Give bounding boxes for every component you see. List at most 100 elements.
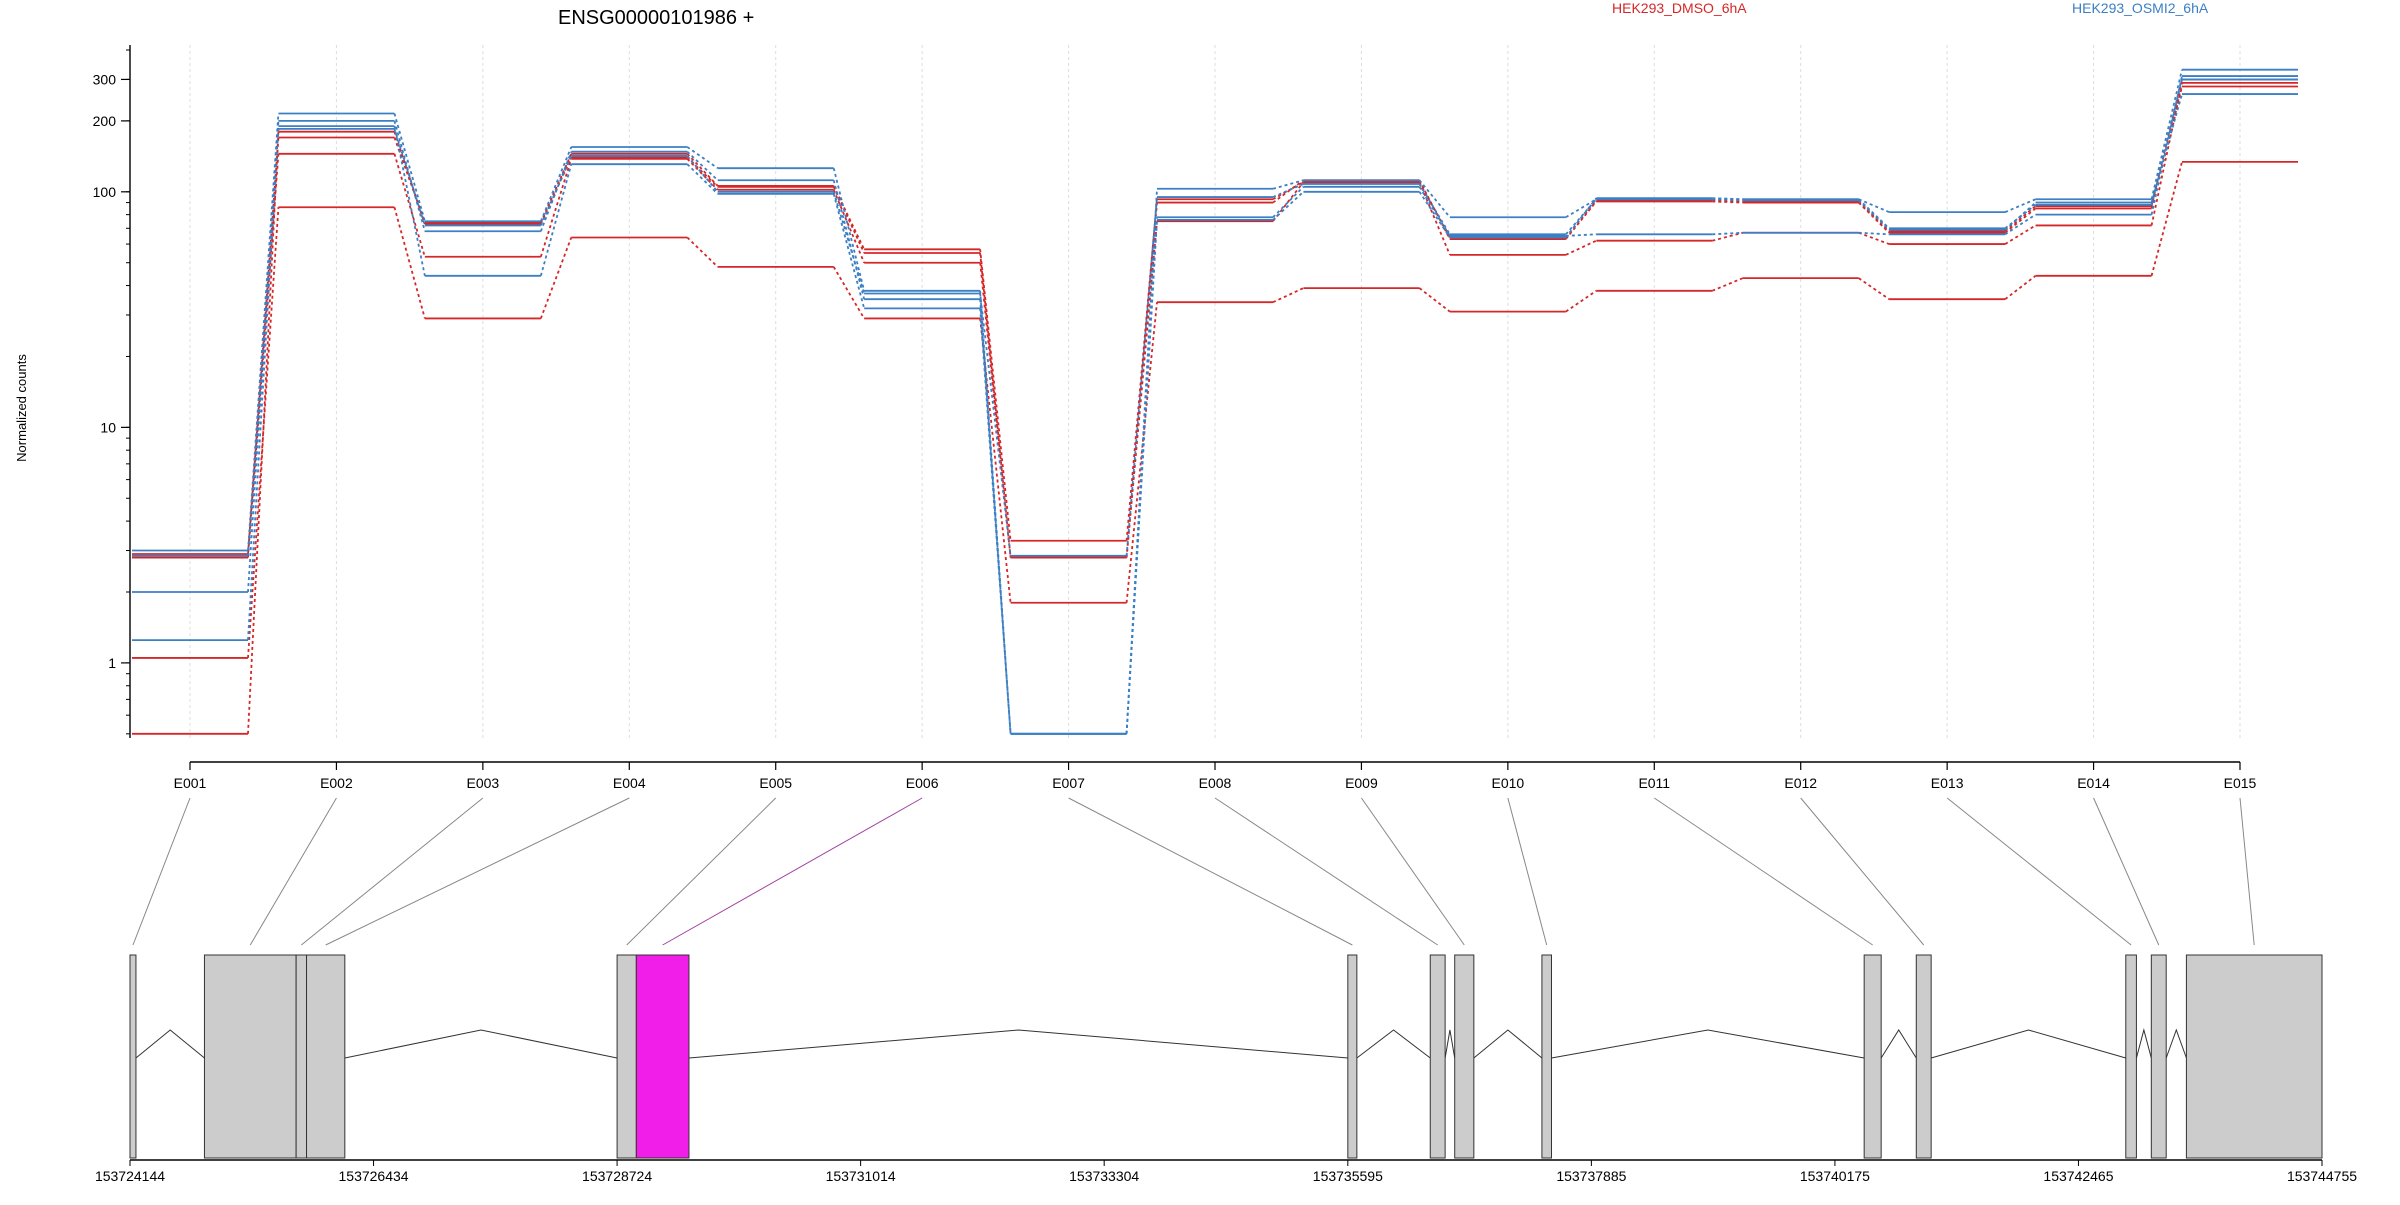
x-tick-label-e007: E007 — [1052, 775, 1085, 791]
series-8-connector — [1418, 183, 1451, 235]
x-tick-label-e011: E011 — [1638, 775, 1670, 791]
legend-item-dmso: HEK293_DMSO_6hA — [1612, 0, 1747, 16]
series-3-connector — [540, 237, 573, 319]
y-tick-label: 100 — [93, 184, 117, 200]
connector-e015 — [2239, 797, 2255, 946]
series-8-connector — [1712, 198, 1743, 202]
intron-line — [2135, 1028, 2152, 1059]
intron-line — [1880, 1029, 1917, 1059]
connector-e005 — [626, 797, 777, 946]
series-5-connector — [393, 113, 426, 222]
series-7-connector — [686, 163, 719, 195]
series-1-connector — [1418, 181, 1451, 238]
exon-box — [129, 954, 137, 1159]
series-6-connector — [393, 120, 426, 232]
exon-box — [2150, 954, 2167, 1159]
genomic-tick-label: 153735595 — [1313, 1168, 1383, 1184]
x-tick-label-e015: E015 — [2224, 775, 2257, 791]
y-tick-label: 10 — [100, 419, 116, 435]
connector-e006 — [662, 797, 923, 946]
connector-e004 — [325, 797, 630, 946]
series-5-connector — [540, 146, 573, 222]
gene-model — [129, 954, 2323, 1159]
x-tick-label-e009: E009 — [1345, 775, 1378, 791]
exon-box-highlighted — [635, 954, 690, 1159]
series-2-connector — [1565, 239, 1597, 256]
series-5-connector — [686, 146, 719, 169]
connector-e012 — [1800, 797, 1925, 946]
series-7-connector — [247, 126, 280, 641]
intron-line — [135, 1029, 205, 1059]
genomic-tick-label: 153728724 — [582, 1168, 652, 1184]
series-6-connector — [1712, 231, 1743, 236]
series-4-connector — [1858, 201, 1890, 234]
intron-line — [1356, 1029, 1431, 1059]
connector-e003 — [301, 797, 484, 946]
series-4-connector — [393, 131, 426, 225]
series-5-connector — [832, 167, 866, 292]
series-2-connector — [832, 189, 865, 264]
series-3-connector — [2150, 161, 2183, 277]
series-3-connector — [1565, 290, 1597, 313]
series-8-connector — [1565, 198, 1597, 235]
intron-line — [1473, 1029, 1543, 1059]
series-7-connector — [1272, 191, 1305, 221]
intron-line — [688, 1029, 1348, 1059]
intron-line — [2165, 1028, 2187, 1059]
series-8-connector — [393, 128, 426, 226]
series-7-connector — [979, 308, 1012, 734]
x-tick-label-e003: E003 — [467, 775, 500, 791]
series-6-connector — [979, 299, 1012, 734]
series-5-connector — [2004, 198, 2036, 213]
genomic-axis: 153724144 153726434 153728724 153731014 1537… — [95, 1159, 2357, 1184]
exon-box — [1915, 954, 1932, 1159]
series-6-connector — [1272, 186, 1305, 218]
series-3-connector — [1711, 277, 1744, 292]
series-8-connector — [1858, 199, 1890, 231]
series-7-connector — [1125, 219, 1158, 734]
series-4-connector — [2004, 207, 2037, 234]
exon-box — [1454, 954, 1475, 1159]
series-lines — [132, 68, 2298, 735]
intron-line — [1931, 1029, 2126, 1059]
series-2-connector — [686, 158, 719, 191]
x-tick-label-e012: E012 — [1784, 775, 1817, 791]
series-3-connector — [393, 207, 426, 319]
connector-e007 — [1068, 797, 1353, 946]
series-3-connector — [1858, 277, 1890, 300]
series-8-connector — [247, 128, 280, 556]
genomic-tick-label: 153733304 — [1069, 1168, 1139, 1184]
series-6-connector — [1858, 231, 1890, 236]
series-3-connector — [1125, 302, 1158, 603]
exon-box — [295, 954, 308, 1159]
intron-line — [1551, 1029, 1865, 1059]
series-1-connector — [2004, 205, 2037, 232]
connector-e008 — [1214, 797, 1438, 946]
connector-e014 — [2093, 797, 2160, 946]
genomic-tick-label: 153744755 — [2287, 1168, 2357, 1184]
series-6-connector — [1565, 233, 1597, 237]
chart-title: ENSG00000101986 + — [558, 7, 754, 29]
x-tick-label-e010: E010 — [1492, 775, 1525, 791]
genomic-tick-label: 153737885 — [1556, 1168, 1626, 1184]
exon-box — [616, 954, 637, 1159]
series-3-connector — [2004, 275, 2037, 300]
series-4-connector — [1272, 179, 1304, 204]
y-axis: 1 10 100 200 300 — [93, 45, 131, 738]
series-8-connector — [979, 293, 1012, 556]
y-tick-label: 200 — [93, 113, 117, 129]
series-8-connector — [1125, 196, 1158, 556]
series-2-connector — [2150, 82, 2183, 226]
intron-line — [1444, 1029, 1456, 1059]
series-6-connector — [247, 120, 280, 593]
x-tick-label-e008: E008 — [1199, 775, 1232, 791]
series-2-connector — [539, 158, 573, 258]
genomic-tick-label: 153724144 — [95, 1168, 165, 1184]
series-2-connector — [1712, 231, 1743, 242]
series-7-connector — [1565, 197, 1597, 239]
exon-box — [2185, 954, 2323, 1159]
intron-line — [344, 1029, 618, 1059]
series-4-connector — [1712, 200, 1743, 204]
